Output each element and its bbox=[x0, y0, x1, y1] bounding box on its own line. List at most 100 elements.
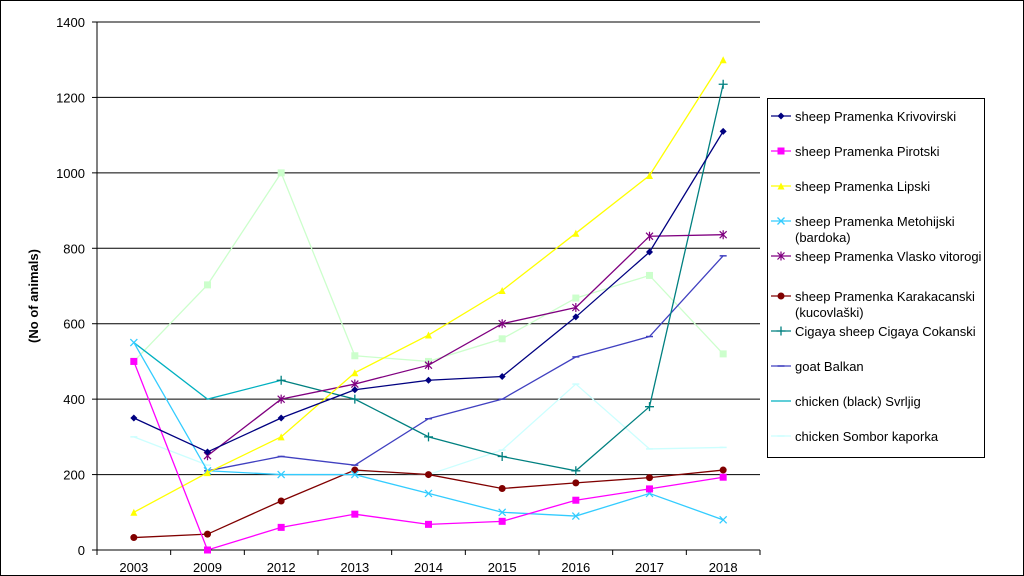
data-point bbox=[204, 281, 211, 289]
legend-label: Cigaya sheep Cigaya Cokanski bbox=[795, 324, 976, 339]
data-point bbox=[277, 470, 286, 479]
data-point bbox=[572, 479, 580, 487]
legend-swatch-marker bbox=[777, 251, 785, 261]
x-tick-label: 2014 bbox=[414, 560, 443, 575]
legend-item: sheep Pramenka Metohijski (bardoka) bbox=[768, 214, 984, 246]
data-point bbox=[277, 414, 285, 422]
data-point bbox=[130, 508, 138, 516]
x-tick-label: 2009 bbox=[193, 560, 222, 575]
data-point bbox=[572, 313, 580, 321]
series-3 bbox=[129, 338, 728, 524]
legend-item: sheep Pramenka Vlasko vitorogi bbox=[768, 249, 984, 281]
legend-label: sheep Pramenka Karakacanski (kucovlaški) bbox=[795, 289, 986, 320]
legend-swatch bbox=[771, 435, 791, 437]
x-tick-label: 2017 bbox=[635, 560, 664, 575]
series-0 bbox=[130, 127, 727, 456]
legend-swatch bbox=[771, 292, 791, 300]
series-line bbox=[207, 234, 724, 457]
data-point bbox=[498, 319, 507, 329]
data-point bbox=[498, 485, 506, 493]
data-point bbox=[424, 432, 433, 442]
legend-item: sheep Pramenka Pirotski bbox=[768, 144, 984, 160]
series-line bbox=[281, 84, 724, 472]
y-tick-label: 1200 bbox=[56, 90, 85, 105]
legend-item: sheep Pramenka Karakacanski (kucovlaški) bbox=[768, 289, 984, 321]
data-point bbox=[498, 287, 506, 295]
x-tick-label: 2016 bbox=[561, 560, 590, 575]
data-point bbox=[646, 248, 653, 256]
y-tick-label: 800 bbox=[63, 241, 85, 256]
series-5 bbox=[130, 466, 727, 542]
series-9 bbox=[130, 383, 727, 476]
data-point bbox=[204, 448, 211, 456]
data-point bbox=[645, 231, 654, 241]
data-point bbox=[350, 394, 360, 404]
data-point bbox=[277, 523, 285, 531]
data-point bbox=[425, 331, 432, 339]
data-point bbox=[351, 466, 359, 474]
data-point bbox=[277, 394, 286, 404]
data-point bbox=[497, 451, 507, 461]
legend-swatch bbox=[771, 217, 791, 225]
data-point bbox=[129, 338, 138, 347]
data-point bbox=[498, 373, 506, 381]
data-point bbox=[425, 471, 432, 479]
legend-swatch-marker bbox=[776, 326, 786, 336]
data-point bbox=[719, 473, 727, 481]
x-tick-label: 2013 bbox=[340, 560, 369, 575]
data-point bbox=[719, 230, 728, 240]
legend-label: chicken (black) Svrljig bbox=[795, 394, 921, 409]
legend-swatch bbox=[771, 400, 791, 402]
y-tick-label: 200 bbox=[63, 468, 85, 483]
data-point bbox=[498, 517, 506, 525]
data-point bbox=[130, 357, 138, 365]
legend-label: chicken Sombor kaporka bbox=[795, 429, 939, 444]
legend-label: sheep Pramenka Lipski bbox=[795, 179, 931, 194]
y-tick-label: 0 bbox=[78, 543, 85, 558]
series-8 bbox=[133, 342, 282, 400]
data-point bbox=[646, 474, 653, 482]
legend-swatch bbox=[771, 326, 791, 336]
legend-label: sheep Pramenka Vlasko vitorogi bbox=[795, 249, 982, 264]
legend-item: chicken Sombor kaporka bbox=[768, 429, 984, 445]
legend-label: sheep Pramenka Pirotski bbox=[795, 144, 940, 159]
legend-swatch-marker bbox=[777, 182, 785, 190]
legend-swatch bbox=[771, 147, 791, 155]
y-tick-label: 1400 bbox=[56, 15, 85, 30]
y-tick-label: 1000 bbox=[56, 166, 85, 181]
series-4 bbox=[203, 230, 728, 461]
data-point bbox=[351, 352, 359, 360]
data-point bbox=[425, 520, 432, 528]
legend-swatch-marker bbox=[777, 217, 785, 225]
legend-swatch bbox=[771, 112, 791, 120]
data-point bbox=[719, 127, 727, 135]
legend-swatch-marker bbox=[777, 292, 785, 300]
data-point bbox=[204, 530, 211, 538]
data-point bbox=[572, 294, 580, 302]
legend-swatch-marker bbox=[777, 112, 785, 120]
gridlines bbox=[97, 21, 760, 476]
series-2 bbox=[130, 56, 727, 516]
data-point bbox=[130, 414, 138, 422]
data-point bbox=[646, 171, 653, 179]
data-point bbox=[351, 369, 359, 377]
legend-label: goat Balkan bbox=[795, 359, 864, 374]
series-7 bbox=[204, 255, 727, 472]
series-layer bbox=[129, 56, 728, 554]
legend-item: chicken (black) Svrljig bbox=[768, 394, 984, 410]
legend-item: sheep Pramenka Krivovirski bbox=[768, 109, 984, 125]
legend-label: sheep Pramenka Metohijski (bardoka) bbox=[795, 214, 959, 245]
legend-swatch bbox=[771, 251, 791, 261]
data-point bbox=[571, 466, 581, 476]
data-point bbox=[645, 402, 654, 412]
data-point bbox=[351, 386, 359, 394]
legend-label: sheep Pramenka Krivovirski bbox=[795, 109, 957, 124]
data-point bbox=[719, 466, 727, 474]
data-point bbox=[646, 271, 653, 279]
data-point bbox=[498, 508, 507, 517]
data-point bbox=[572, 229, 580, 237]
legend-item: goat Balkan bbox=[768, 359, 984, 375]
data-point bbox=[424, 360, 433, 370]
legend-item: sheep Pramenka Lipski bbox=[768, 179, 984, 195]
